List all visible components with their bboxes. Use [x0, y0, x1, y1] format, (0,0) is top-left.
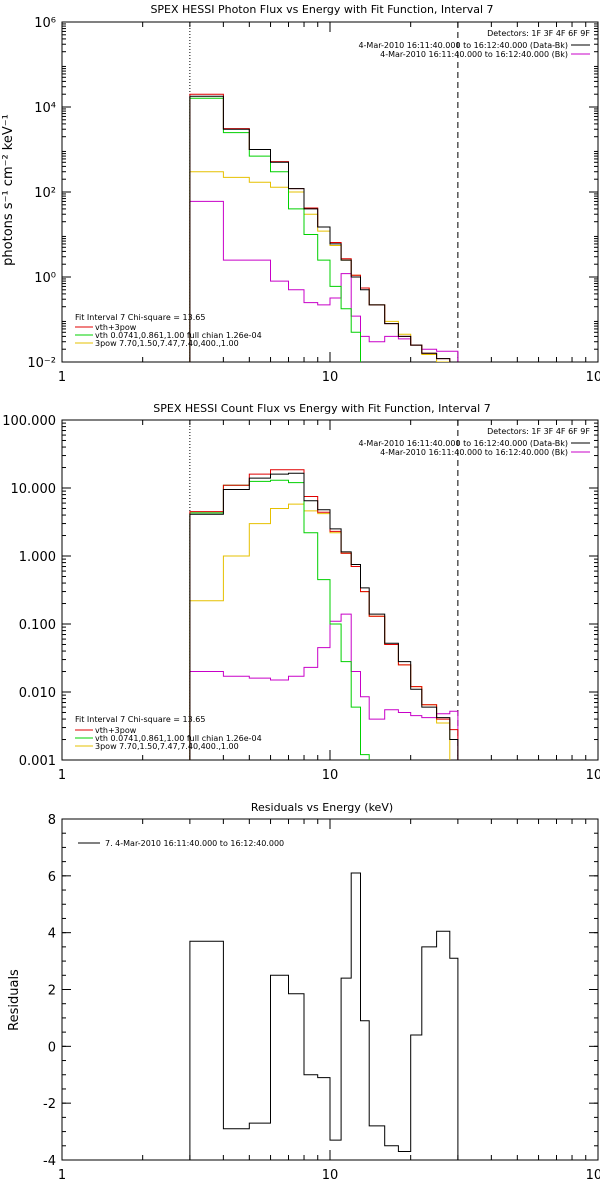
x-tick-label: 10: [322, 768, 339, 783]
series-7-line: [189, 872, 459, 1160]
legend-label: vth 0.0741,0.861,1.00 full chian 1.26e-0…: [95, 734, 262, 743]
y-tick-label: 10⁰: [34, 271, 56, 286]
legend-label: 4-Mar-2010 16:11:40.000 to 16:12:40.000 …: [380, 448, 568, 457]
x-tick-label: 100: [586, 1168, 600, 1183]
y-tick-label: 100.000: [2, 414, 56, 429]
x-tick-label: 100: [586, 768, 600, 783]
y-tick-label: 0.100: [19, 618, 56, 633]
panel-title: Residuals vs Energy (keV): [251, 801, 393, 814]
x-tick-label: 1: [58, 768, 66, 783]
legend-label: 4-Mar-2010 16:11:40.000 to 16:12:40.000 …: [380, 50, 568, 59]
series-3pow-line: [189, 171, 451, 362]
legend-label: vth+3pow: [95, 726, 137, 735]
series-bk-line: [189, 200, 459, 362]
detectors-label: Detectors: 1F 3F 4F 6F 9F: [487, 29, 590, 38]
y-tick-label: -4: [43, 1154, 56, 1169]
y-tick-label: 6: [48, 870, 56, 885]
legend-label: vth 0.0741,0.861,1.00 full chian 1.26e-0…: [95, 331, 262, 340]
residuals-panel: Residuals vs Energy (keV) Residuals 1 10 1…: [7, 801, 600, 1183]
y-tick-label: 10⁶: [34, 16, 56, 31]
y-tick-label: 2: [48, 984, 56, 999]
x-tick-label: 100: [586, 370, 600, 385]
series-bk-line: [189, 613, 459, 760]
x-tick-label: 1: [58, 1168, 66, 1183]
y-tick-label: 10⁻²: [27, 356, 56, 371]
series-vth-line: [189, 479, 370, 760]
x-tick-label: 1: [58, 370, 66, 385]
y-tick-label: 0.010: [19, 686, 56, 701]
count-flux-panel: SPEX HESSI Count Flux vs Energy with Fit…: [2, 402, 600, 783]
y-tick-label: 0.001: [19, 754, 56, 769]
legend-label: 7. 4-Mar-2010 16:11:40.000 to 16:12:40.0…: [105, 839, 284, 848]
series-data-bk-line: [189, 95, 459, 362]
fit-header-label: Fit Interval 7 Chi-square = 13.65: [75, 313, 205, 322]
series-vth-line: [189, 97, 361, 362]
legend-label: 4-Mar-2010 16:11:40.000 to 16:12:40.000 …: [358, 439, 568, 448]
y-tick-label: 10⁴: [34, 101, 56, 116]
fit-header-label: Fit Interval 7 Chi-square = 13.65: [75, 715, 205, 724]
legend-label: vth+3pow: [95, 323, 137, 332]
x-tick-label: 10: [322, 370, 339, 385]
y-tick-label: 8: [48, 813, 56, 828]
series-data-bk-line: [189, 472, 459, 760]
y-tick-label: 4: [48, 927, 56, 942]
y-tick-label: 10.000: [11, 482, 57, 497]
y-tick-label: -2: [43, 1097, 56, 1112]
photon-flux-panel: SPEX HESSI Photon Flux vs Energy with Fi…: [1, 3, 600, 385]
y-tick-label: 1.000: [19, 550, 56, 565]
y-axis-label: Residuals: [7, 969, 22, 1031]
legend-label: 4-Mar-2010 16:11:40.000 to 16:12:40.000 …: [358, 41, 568, 50]
plot-frame: [61, 21, 599, 363]
legend-label: 3pow 7.70,1.50,7.47,7.40,400.,1.00: [95, 339, 239, 348]
y-tick-label: 0: [48, 1040, 56, 1055]
detectors-label: Detectors: 1F 3F 4F 6F 9F: [487, 427, 590, 436]
y-tick-label: 10²: [34, 186, 56, 201]
y-axis-label: photons s⁻¹ cm⁻² keV⁻¹: [1, 114, 16, 266]
panel-title: SPEX HESSI Count Flux vs Energy with Fit…: [153, 402, 490, 415]
x-tick-label: 10: [322, 1168, 339, 1183]
panel-title: SPEX HESSI Photon Flux vs Energy with Fi…: [150, 3, 493, 16]
legend-label: 3pow 7.70,1.50,7.47,7.40,400.,1.00: [95, 742, 239, 751]
